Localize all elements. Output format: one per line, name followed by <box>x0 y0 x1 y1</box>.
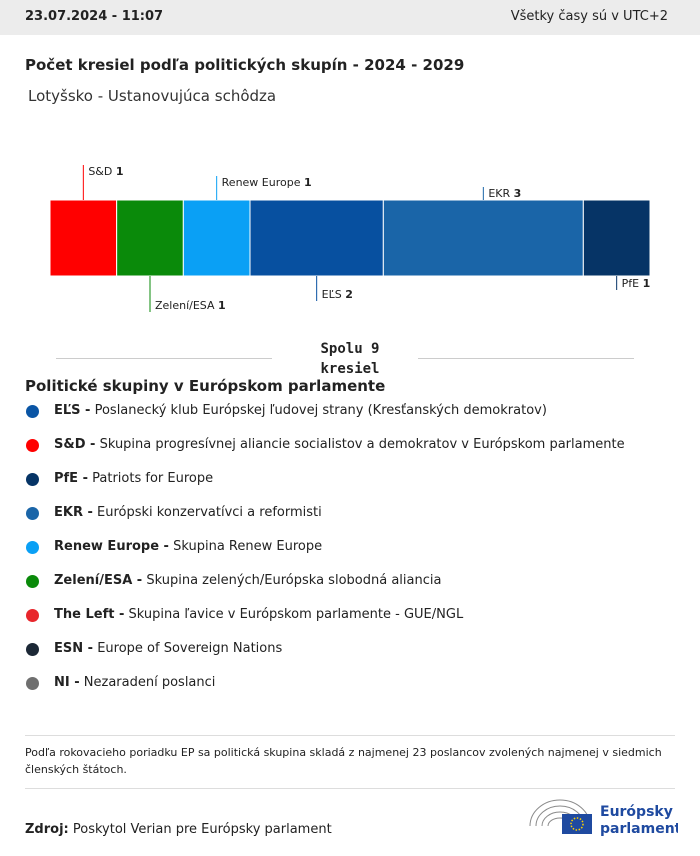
segment-label: PfE 1 <box>622 277 651 290</box>
legend-abbr: EĽS - <box>54 403 91 418</box>
segment-value: 1 <box>218 299 226 312</box>
legend-desc: Európski konzervatívci a reformisti <box>97 505 322 520</box>
segment-name: Zelení/ESA <box>155 299 215 312</box>
source: Zdroj: Poskytol Verian pre Európsky parl… <box>25 822 332 837</box>
legend-abbr: EKR - <box>54 505 93 520</box>
header-bar: 23.07.2024 - 11:07 Všetky časy sú v UTC+… <box>0 0 700 35</box>
legend-text: EKR - Európski konzervatívci a reformist… <box>54 505 322 520</box>
legend-dot <box>26 405 39 418</box>
segment-value: 2 <box>345 288 353 301</box>
legend-abbr: PfE - <box>54 471 88 486</box>
source-text: Poskytol Verian pre Európsky parlament <box>72 822 332 837</box>
legend-text: NI - Nezaradení poslanci <box>54 675 215 690</box>
logo-text: parlament <box>600 821 678 837</box>
legend-item: Zelení/ESA - Skupina zelených/Európska s… <box>25 573 685 607</box>
segment-name: PfE <box>622 277 640 290</box>
legend-text: S&D - Skupina progresívnej aliancie soci… <box>54 437 625 452</box>
legend-desc: Skupina zelených/Európska slobodná alian… <box>146 573 442 588</box>
legend-dot <box>26 473 39 486</box>
chart-title: Počet kresiel podľa politických skupín -… <box>25 56 465 74</box>
bar-segment <box>249 199 384 277</box>
legend-text: EĽS - Poslanecký klub Európskej ľudovej … <box>54 403 547 418</box>
divider <box>56 358 272 359</box>
segment-label: EKR 3 <box>488 187 521 200</box>
legend-item: NI - Nezaradení poslanci <box>25 675 685 709</box>
legend-abbr: NI - <box>54 675 80 690</box>
legend-dot <box>26 575 39 588</box>
legend-dot <box>26 439 39 452</box>
legend-desc: Nezaradení poslanci <box>83 675 216 690</box>
segment-label: Renew Europe 1 <box>222 176 312 189</box>
legend-abbr: Renew Europe - <box>54 539 169 554</box>
legend-dot <box>26 643 39 656</box>
footer-note: Podľa rokovacieho poriadku EP sa politic… <box>25 746 662 776</box>
legend-abbr: S&D - <box>54 437 96 452</box>
legend-item: PfE - Patriots for Europe <box>25 471 685 505</box>
total-label: Spolu 9 kresiel <box>320 341 380 377</box>
source-label: Zdroj: <box>25 822 69 837</box>
legend-item: EĽS - Poslanecký klub Európskej ľudovej … <box>25 403 685 437</box>
segment-value: 3 <box>514 187 522 200</box>
legend-abbr: Zelení/ESA - <box>54 573 143 588</box>
segment-label: EĽS 2 <box>322 288 353 301</box>
segment-name: Renew Europe <box>222 176 301 189</box>
legend-text: Zelení/ESA - Skupina zelených/Európska s… <box>54 573 441 588</box>
legend-desc: Skupina Renew Europe <box>173 539 323 554</box>
timezone-note: Všetky časy sú v UTC+2 <box>510 9 668 24</box>
legend-dot <box>26 609 39 622</box>
legend-text: ESN - Europe of Sovereign Nations <box>54 641 282 656</box>
legend-desc: Skupina ľavice v Európskom parlamente - … <box>128 607 464 622</box>
divider <box>25 735 675 736</box>
bar-segment <box>116 199 184 277</box>
logo: Európsky parlament <box>529 799 678 837</box>
segment-name: EĽS <box>322 288 342 301</box>
legend-abbr: The Left - <box>54 607 125 622</box>
legend-dot <box>26 507 39 520</box>
logo-text: Európsky <box>600 804 673 820</box>
bar-segment <box>582 199 651 277</box>
timestamp: 23.07.2024 - 11:07 <box>25 9 164 24</box>
legend-dot <box>26 677 39 690</box>
bar-segment <box>182 199 251 277</box>
divider <box>25 788 675 789</box>
legend-desc: Patriots for Europe <box>92 471 214 486</box>
legend-desc: Europe of Sovereign Nations <box>97 641 283 656</box>
legend-text: PfE - Patriots for Europe <box>54 471 213 486</box>
segment-value: 1 <box>643 277 651 290</box>
legend-text: The Left - Skupina ľavice v Európskom pa… <box>54 607 463 622</box>
legend-item: Renew Europe - Skupina Renew Europe <box>25 539 685 573</box>
legend-text: Renew Europe - Skupina Renew Europe <box>54 539 322 554</box>
bar-segment <box>49 199 118 277</box>
legend-desc: Skupina progresívnej aliancie socialisto… <box>99 437 625 452</box>
legend-abbr: ESN - <box>54 641 94 656</box>
chart-subtitle: Lotyšsko - Ustanovujúca schôdza <box>28 87 277 105</box>
segment-label: Zelení/ESA 1 <box>155 299 226 312</box>
segment-name: EKR <box>488 187 510 200</box>
legend-title: Politické skupiny v Európskom parlamente <box>25 377 386 395</box>
bar-segment <box>382 199 584 277</box>
legend-item: ESN - Europe of Sovereign Nations <box>25 641 685 675</box>
segment-value: 1 <box>116 165 124 178</box>
segment-value: 1 <box>304 176 312 189</box>
legend-dot <box>26 541 39 554</box>
legend: EĽS - Poslanecký klub Európskej ľudovej … <box>25 403 685 709</box>
legend-item: The Left - Skupina ľavice v Európskom pa… <box>25 607 685 641</box>
segment-label: S&D 1 <box>88 165 123 178</box>
legend-item: EKR - Európski konzervatívci a reformist… <box>25 505 685 539</box>
legend-desc: Poslanecký klub Európskej ľudovej strany… <box>94 403 547 418</box>
segment-name: S&D <box>88 165 112 178</box>
legend-item: S&D - Skupina progresívnej aliancie soci… <box>25 437 685 471</box>
divider <box>418 358 634 359</box>
